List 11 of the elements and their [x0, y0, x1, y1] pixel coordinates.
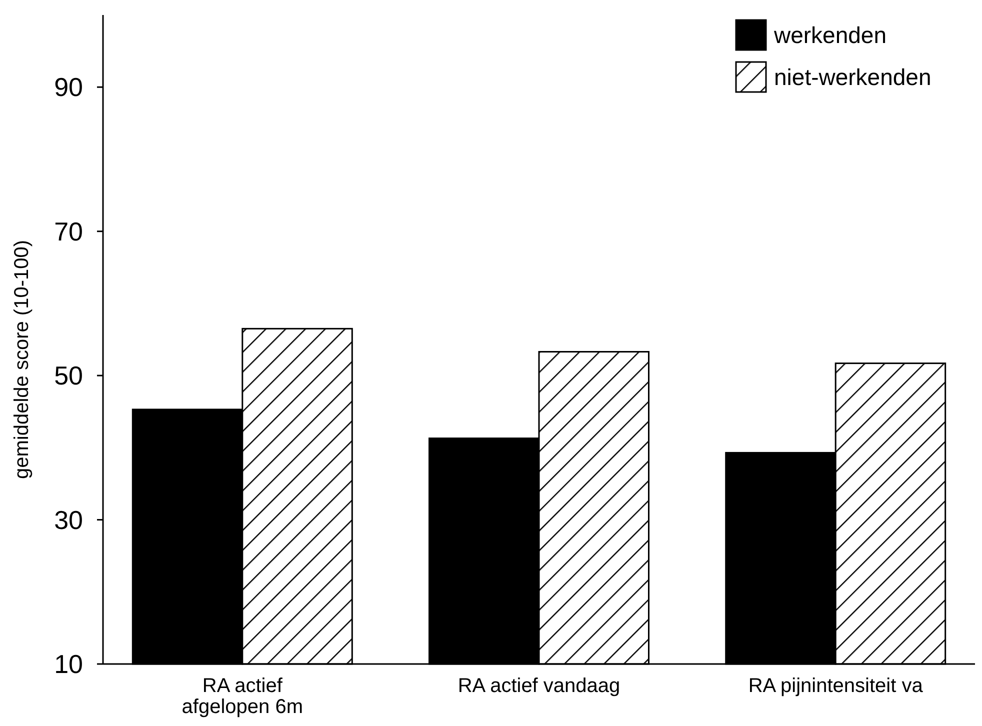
x-tick-label: RA actief vandaag: [458, 675, 620, 697]
y-tick-label: 10: [54, 649, 83, 680]
legend-label: niet-werkenden: [774, 64, 932, 90]
y-tick-label: 90: [54, 72, 83, 102]
y-tick-label: 70: [54, 216, 83, 246]
y-tick-label: 30: [54, 504, 83, 535]
legend-label: werkenden: [773, 22, 887, 48]
y-axis-title: gemiddelde score (10-100): [11, 240, 33, 480]
x-tick-label: RA actief afgelopen 6m: [182, 675, 304, 718]
y-tick-label: 50: [54, 360, 83, 391]
x-tick-label: RA pijnintensiteit va: [748, 675, 924, 697]
